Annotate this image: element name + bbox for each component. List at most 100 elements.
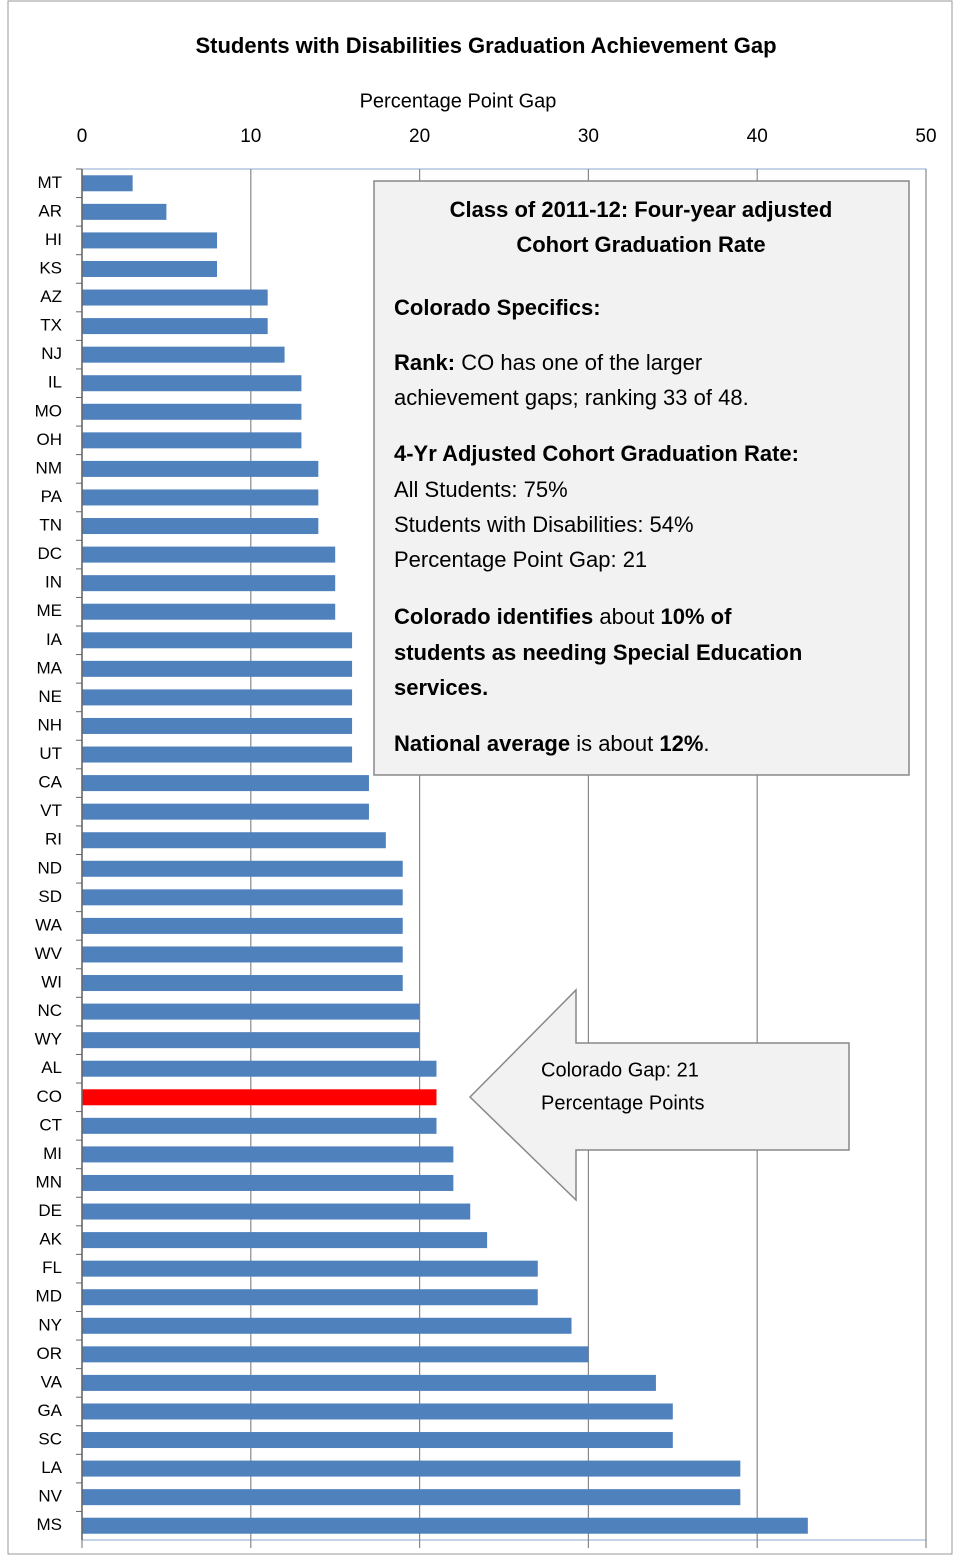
y-tick-label: AK (39, 1230, 62, 1249)
annotation-line: achievement gaps; ranking 33 of 48. (394, 385, 749, 410)
annotation-segment: 4-Yr Adjusted Cohort Graduation Rate: (394, 441, 799, 466)
x-tick-label: 40 (747, 126, 768, 147)
annotation-line: Colorado Specifics: (394, 295, 601, 320)
bar (82, 860, 403, 877)
y-tick-label: LA (41, 1458, 62, 1477)
annotation-segment: services. (394, 675, 488, 700)
bar (82, 1260, 538, 1277)
annotation-segment: Class of 2011-12: Four-year adjusted (450, 197, 833, 222)
annotation-segment: Colorado identifies (394, 604, 593, 629)
bar (82, 717, 353, 734)
bar (82, 660, 353, 677)
y-tick-label: MO (35, 401, 62, 420)
y-tick-label: ND (37, 858, 62, 877)
x-tick-label: 0 (77, 126, 88, 147)
y-tick-label: GA (37, 1401, 62, 1420)
y-tick-label: IA (46, 630, 63, 649)
bar (82, 917, 403, 934)
annotation-box (373, 180, 910, 776)
annotation-segment: Rank: (394, 350, 455, 375)
bar (82, 1460, 741, 1477)
y-tick-label: MS (37, 1515, 63, 1534)
y-tick-label: KS (39, 258, 62, 277)
annotation-segment: is about (570, 731, 659, 756)
y-tick-label: MI (43, 1144, 62, 1163)
bar (82, 746, 353, 763)
x-axis-title: Percentage Point Gap (360, 90, 557, 112)
y-tick-label: AL (41, 1058, 62, 1077)
annotation-segment: 12% (659, 731, 703, 756)
bar (82, 1117, 437, 1134)
y-tick-label: WY (35, 1030, 62, 1049)
bar (82, 946, 403, 963)
bar (82, 1232, 488, 1249)
y-tick-label: NV (38, 1487, 62, 1506)
bar (82, 318, 268, 335)
y-tick-label: HI (45, 230, 62, 249)
annotation-line: All Students: 75% (394, 477, 568, 502)
y-tick-label: NE (38, 687, 62, 706)
y-tick-label: DC (37, 544, 62, 563)
plot-area: 0 10 20 30 40 50 MT AR HI KS AZ TX NJ IL MO OH NM PA TN DC I… (35, 126, 937, 1548)
y-tick-label: TN (39, 516, 62, 535)
annotation-text: Class of 2011-12: Four-year adjusted Coho… (394, 197, 832, 756)
annotation-segment: Percentage Point Gap: 21 (394, 547, 647, 572)
bar (82, 1489, 741, 1506)
y-tick-label: RI (45, 830, 62, 849)
annotation-line: Colorado identifies about 10% of (394, 604, 732, 629)
bar (82, 403, 302, 420)
bar (82, 432, 302, 449)
bar (82, 518, 319, 535)
annotation-segment: Students with Disabilities: 54% (394, 512, 694, 537)
bar (82, 603, 336, 620)
y-tick-label: SC (38, 1430, 62, 1449)
y-tick-label: WI (41, 973, 62, 992)
bar (82, 1317, 572, 1334)
y-tick-label: TX (40, 316, 62, 335)
y-tick-label: NJ (41, 344, 62, 363)
annotation-segment: achievement gaps; ranking 33 of 48. (394, 385, 749, 410)
bar (82, 260, 218, 277)
bar (82, 1032, 420, 1049)
y-tick-label: OH (37, 430, 63, 449)
annotation-segment: Colorado Specifics: (394, 295, 601, 320)
y-tick-label: NC (37, 1001, 62, 1020)
bar (82, 803, 369, 820)
y-tick-label: WV (35, 944, 63, 963)
y-tick-label: MN (36, 1172, 62, 1191)
annotation-segment: All Students: 75% (394, 477, 568, 502)
y-tick-label: SD (38, 887, 62, 906)
y-tick-label: VA (41, 1372, 63, 1391)
bar (82, 1174, 454, 1191)
bar (82, 1432, 673, 1449)
callout-arrow (468, 988, 850, 1202)
annotation-line: Rank: CO has one of the larger (394, 350, 702, 375)
y-tick-label: MD (36, 1287, 62, 1306)
bar (82, 1203, 471, 1220)
y-tick-label: AZ (40, 287, 62, 306)
annotation-segment: about (593, 604, 660, 629)
annotation-segment: . (703, 731, 709, 756)
x-tick-label: 10 (240, 126, 261, 147)
y-tick-label: MT (37, 173, 62, 192)
y-tick-label: WA (35, 915, 62, 934)
bar (82, 832, 386, 849)
annotation-segment: 10% of (661, 604, 733, 629)
y-tick-label: MA (37, 658, 63, 677)
bar (82, 689, 353, 706)
bar (82, 1374, 656, 1391)
annotation-line: services. (394, 675, 488, 700)
y-tick-label: AR (38, 201, 62, 220)
x-tick-label: 30 (578, 126, 599, 147)
y-tick-label: CA (38, 773, 62, 792)
bar (82, 1146, 454, 1163)
y-tick-label: CO (37, 1087, 63, 1106)
annotation-line: Percentage Point Gap: 21 (394, 547, 647, 572)
bar (82, 489, 319, 506)
bar (82, 203, 167, 220)
bar (82, 1060, 437, 1077)
annotation-segment: National average (394, 731, 570, 756)
bar (82, 632, 353, 649)
bar (82, 546, 336, 563)
bar (82, 975, 403, 992)
